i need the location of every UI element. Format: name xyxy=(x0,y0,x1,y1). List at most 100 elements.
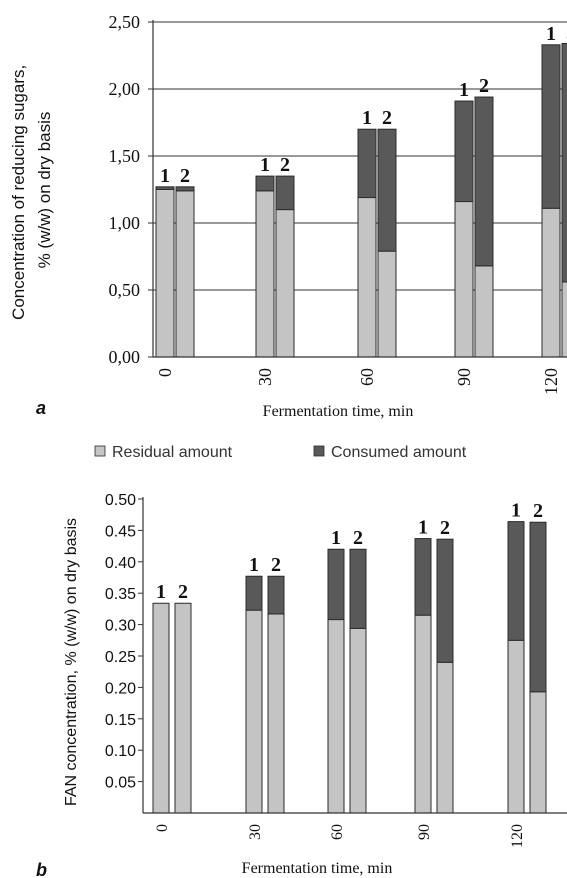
chart-a-x-tick-label: 30 xyxy=(255,368,275,386)
chart-b-bar-label: 1 xyxy=(418,517,428,539)
chart-b-bar-residual xyxy=(349,627,367,814)
chart-a-bar-residual xyxy=(541,207,561,358)
chart-a-x-tick-label: 120 xyxy=(541,368,561,395)
chart-a-bar-residual xyxy=(275,209,295,358)
chart-b-bar-residual xyxy=(174,602,192,814)
legend: Residual amount Consumed amount xyxy=(94,444,467,461)
chart-a-bar-consumed xyxy=(454,100,474,203)
chart-a-y-tick-label: 1,50 xyxy=(109,146,141,166)
chart-b-bar-label: 2 xyxy=(271,554,281,576)
chart-a-bar-consumed xyxy=(474,96,494,267)
chart-b-bar-consumed xyxy=(414,538,432,616)
legend-consumed-swatch xyxy=(313,445,325,457)
chart-b-x-tick-label: 30 xyxy=(247,824,264,840)
chart-a-x-tick-label: 60 xyxy=(357,368,377,386)
chart-a-bars xyxy=(155,42,567,358)
chart-b-bar-label: 1 xyxy=(156,581,166,603)
chart-a-axes xyxy=(152,20,567,358)
chart-a-y-tick-label: 0,50 xyxy=(109,280,141,300)
chart-a-bar-label: 2 xyxy=(280,154,290,176)
legend-residual-swatch xyxy=(94,445,106,457)
chart-b-bar-consumed xyxy=(245,575,263,611)
chart-b-bar-consumed xyxy=(529,521,547,693)
chart-b: 1 21 21 2 1 21 2 0.050.100.150.200.250.300.350… xyxy=(36,492,567,878)
chart-b-bar-residual xyxy=(267,613,285,814)
chart-b-bar-residual xyxy=(245,609,263,814)
chart-a-bar-label: 2 xyxy=(180,165,190,187)
chart-a-bar-consumed xyxy=(377,128,397,252)
chart-a-bar-consumed xyxy=(357,128,377,199)
chart-a-y-axis-label: Concentration of reducing sugars, % (w/w… xyxy=(9,60,54,320)
chart-a-x-tick-label: 90 xyxy=(454,368,474,386)
chart-a-bar-residual xyxy=(377,250,397,358)
chart-b-bar-residual xyxy=(529,691,547,814)
chart-b-bar-label: 2 xyxy=(353,527,363,549)
chart-a-y-axis-label-line1: Concentration of reducing sugars, xyxy=(9,65,28,320)
legend-consumed-label: Consumed amount xyxy=(331,444,467,461)
chart-a-bar-label: 1 xyxy=(160,165,170,187)
chart-b-y-tick-label: 0.25 xyxy=(105,649,136,666)
chart-a-bar-residual xyxy=(454,201,474,358)
chart-a-bar-consumed xyxy=(155,186,175,191)
chart-b-y-ticks: 0.05 0.10 0.15 0.20 0.25 0.30 0.35 0.40 0.45 0.50 xyxy=(105,492,143,792)
chart-a-bar-consumed xyxy=(541,44,561,209)
chart-a-y-tick-label: 1,00 xyxy=(109,213,141,233)
chart-b-bar-label: 1 xyxy=(249,554,259,576)
chart-a-y-axis-label-line2: % (w/w) on dry basis xyxy=(35,112,54,269)
chart-a-bar-consumed xyxy=(175,186,195,192)
chart-b-y-tick-label: 0.40 xyxy=(105,555,136,572)
chart-a-panel-letter: a xyxy=(36,398,46,418)
chart-b-x-tick-label: 90 xyxy=(416,824,433,840)
chart-b-x-axis-label: Fermentation time, min xyxy=(242,860,393,877)
chart-b-bar-residual xyxy=(436,661,454,814)
chart-a-bar-residual xyxy=(474,265,494,358)
chart-b-bar-consumed xyxy=(436,538,454,663)
chart-b-y-tick-label: 0.20 xyxy=(105,680,136,697)
chart-b-bar-residual xyxy=(152,602,170,814)
chart-b-bar-label: 2 xyxy=(178,581,188,603)
chart-b-bar-residual xyxy=(414,614,432,814)
chart-b-y-tick-label: 0.05 xyxy=(105,775,136,792)
chart-a-x-tick-label: 0 xyxy=(155,368,175,377)
chart-a-bar-consumed xyxy=(255,175,275,192)
chart-a-bar-consumed xyxy=(275,175,295,211)
chart-b-y-tick-label: 0.15 xyxy=(105,712,136,729)
chart-b-bar-label: 1 xyxy=(511,500,521,522)
chart-b-x-tick-label: 120 xyxy=(509,824,526,848)
chart-b-bar-consumed xyxy=(349,548,367,629)
chart-a-x-ticks: 0 30 60 90 120 xyxy=(155,368,561,395)
chart-b-bar-consumed xyxy=(507,521,525,641)
chart-b-bar-label: 2 xyxy=(440,517,450,539)
chart-b-panel-letter: b xyxy=(36,860,47,878)
chart-b-y-tick-label: 0.10 xyxy=(105,743,136,760)
chart-b-bar-label: 1 xyxy=(331,527,341,549)
chart-b-bar-residual xyxy=(507,639,525,814)
chart-a-bar-residual xyxy=(357,197,377,358)
chart-b-x-tick-label: 0 xyxy=(154,824,171,832)
chart-a-bar-residual xyxy=(175,190,195,358)
chart-a-y-ticks: 0,00 0,50 1,00 1,50 2,00 2,50 xyxy=(109,12,153,367)
chart-b-y-tick-label: 0.45 xyxy=(105,523,136,540)
chart-b-y-tick-label: 0.50 xyxy=(105,492,136,509)
chart-a-bar-label: 1 xyxy=(459,79,469,101)
chart-b-y-tick-label: 0.35 xyxy=(105,586,136,603)
chart-b-bar-consumed xyxy=(267,575,285,615)
chart-a-bar-label: 1 xyxy=(546,23,556,45)
chart-a-bar-label: 1 xyxy=(260,154,270,176)
chart-a-bar-label: 2 xyxy=(479,75,489,97)
chart-a-y-tick-label: 2,50 xyxy=(109,12,141,32)
chart-b-y-axis-label: FAN concentration, % (w/w) on dry basis xyxy=(63,518,80,806)
chart-b-bar-consumed xyxy=(327,548,345,621)
chart-b-y-tick-label: 0.30 xyxy=(105,618,136,635)
chart-b-bar-residual xyxy=(327,619,345,814)
chart-a-bar-consumed xyxy=(561,42,567,283)
chart-a-bar-residual xyxy=(155,189,175,358)
chart-b-bars xyxy=(152,521,547,814)
chart-a-y-tick-label: 2,00 xyxy=(109,79,141,99)
chart-b-x-tick-label: 60 xyxy=(329,824,346,840)
chart-b-bar-label: 2 xyxy=(533,500,543,522)
chart-b-bar-labels: 1 21 21 2 1 21 2 xyxy=(156,500,543,604)
chart-b-x-ticks: 0 30 60 90 120 xyxy=(154,824,526,848)
